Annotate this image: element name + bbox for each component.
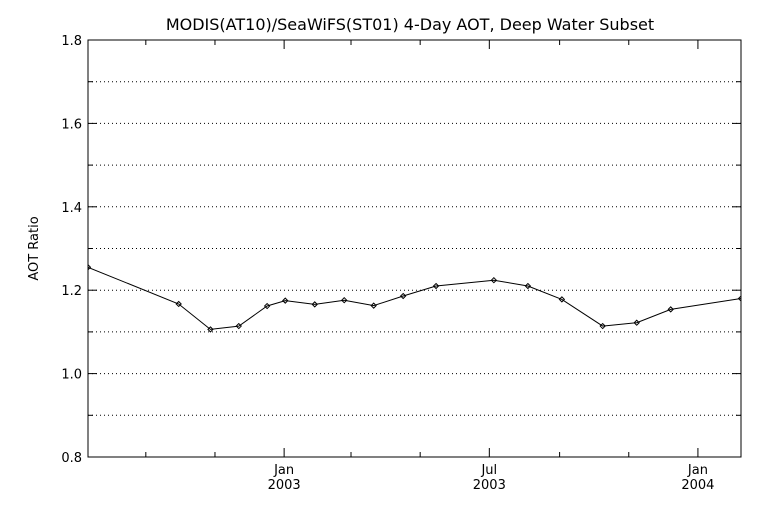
data-point [524, 282, 532, 290]
x-tick-label-month: Jan [687, 463, 708, 478]
data-point [207, 326, 214, 333]
x-tick-label-year: 2004 [681, 478, 714, 493]
data-point [399, 292, 407, 300]
data-point [558, 296, 566, 303]
data-point [282, 297, 289, 304]
chart-title: MODIS(AT10)/SeaWiFS(ST01) 4-Day AOT, Dee… [166, 15, 654, 34]
y-tick-label: 1.8 [61, 34, 82, 49]
x-tick-label-month: Jan [273, 463, 294, 478]
data-point [633, 319, 640, 326]
data-point [370, 302, 377, 309]
data-point [490, 276, 498, 284]
grid-lines [88, 81, 741, 416]
data-point [311, 301, 318, 308]
data-point [667, 306, 674, 313]
data-point [263, 302, 271, 310]
data-series [88, 264, 741, 333]
data-point [341, 297, 348, 304]
y-tick-label: 0.8 [61, 451, 82, 466]
y-tick-label: 1.4 [61, 201, 82, 216]
y-tick-label: 1.2 [61, 284, 82, 299]
series-line [88, 266, 741, 330]
data-point [599, 322, 606, 330]
data-point [737, 295, 741, 302]
y-axis-label: AOT Ratio [27, 216, 42, 280]
data-point [88, 264, 92, 271]
data-point [432, 282, 440, 290]
x-tick-label-year: 2003 [473, 478, 506, 493]
plot-frame [87, 39, 742, 458]
y-tick-label: 1.0 [61, 368, 82, 383]
y-tick-label: 1.6 [61, 117, 82, 132]
axis-ticks [88, 39, 741, 458]
x-tick-label-year: 2003 [268, 478, 301, 493]
x-tick-label-month: Jul [480, 463, 497, 478]
data-point [175, 300, 182, 308]
data-point [235, 322, 242, 330]
